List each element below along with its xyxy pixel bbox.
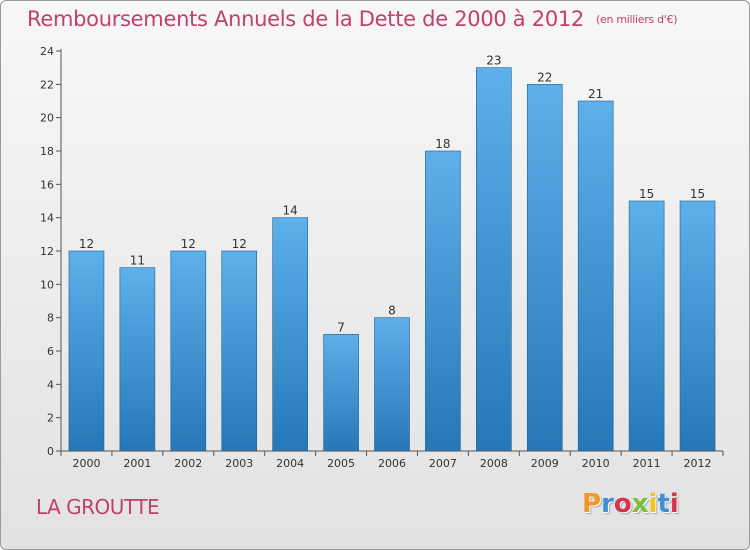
- bar-2007: [425, 150, 461, 452]
- bar-2003: [221, 250, 258, 452]
- y-tick-label: 22: [40, 78, 54, 91]
- bar-2011: [628, 200, 665, 452]
- y-tick-label: 6: [47, 345, 54, 358]
- y-tick-label: 2: [47, 412, 54, 425]
- bar-value-label: 12: [181, 237, 196, 251]
- bar-2006: [374, 317, 410, 452]
- logo-letter: P: [582, 489, 602, 519]
- chart-unit: (en milliers d'€): [596, 13, 678, 26]
- bar-value-label: 7: [337, 320, 345, 334]
- bar-2000: [68, 250, 105, 452]
- bar-2008: [476, 67, 512, 452]
- bar-value-label: 18: [435, 137, 450, 151]
- logo-letter: i: [669, 489, 679, 519]
- bar-2005: [323, 334, 359, 452]
- bar-value-label: 15: [639, 187, 654, 201]
- bar-value-label: 8: [388, 304, 396, 318]
- x-tick-label: 2002: [174, 457, 202, 470]
- bar-value-label: 12: [232, 237, 247, 251]
- bar-value-label: 11: [130, 254, 145, 268]
- y-tick-label: 12: [40, 245, 54, 258]
- bar-2009: [526, 84, 563, 452]
- x-tick-label: 2003: [225, 457, 253, 470]
- bar-2012: [679, 200, 716, 452]
- bar-value-label: 12: [79, 237, 94, 251]
- logo-letter: i: [648, 489, 658, 519]
- y-tick-label: 20: [40, 112, 54, 125]
- logo-letter: r: [601, 489, 614, 519]
- bar-2002: [170, 250, 207, 452]
- x-tick-label: 2007: [429, 457, 457, 470]
- chart-title-text: Remboursements Annuels de la Dette de 20…: [27, 7, 584, 31]
- x-axis: 2000 2001 2002 2003 2004 2005 2006 2007 2008 2009…: [60, 450, 724, 470]
- x-tick-label: 2000: [72, 457, 100, 470]
- x-tick-label: 2006: [378, 457, 406, 470]
- chart-title: Remboursements Annuels de la Dette de 20…: [27, 7, 677, 31]
- proxiti-logo: Proxiti: [582, 489, 679, 519]
- y-tick-label: 8: [47, 312, 54, 325]
- logo-letter: t: [657, 489, 670, 519]
- logo-letter: x: [631, 489, 649, 519]
- x-tick-label: 2009: [531, 457, 559, 470]
- y-tick-label: 4: [47, 378, 54, 391]
- x-tick-label: 2008: [480, 457, 508, 470]
- bar-value-label: 15: [690, 187, 705, 201]
- bar-2001: [119, 267, 156, 452]
- x-tick-label: 2011: [633, 457, 661, 470]
- bar-value-label: 22: [537, 70, 552, 84]
- bar-value-label: 14: [283, 204, 298, 218]
- y-tick-label: 18: [40, 145, 54, 158]
- y-tick-label: 0: [47, 445, 54, 458]
- bar-2004: [272, 217, 308, 452]
- x-tick-label: 2012: [684, 457, 712, 470]
- x-tick-label: 2005: [327, 457, 355, 470]
- y-tick-label: 24: [40, 45, 54, 58]
- y-tick-label: 14: [40, 212, 54, 225]
- x-tick-label: 2004: [276, 457, 304, 470]
- x-tick-label: 2001: [123, 457, 151, 470]
- commune-name: LA GROUTTE: [36, 495, 160, 519]
- x-tick-label: 2010: [582, 457, 610, 470]
- bar-value-label: 23: [486, 54, 501, 68]
- bars: 12 11 12 12 14 7 8 18 23 22 21 15 15: [68, 54, 716, 452]
- y-tick-label: 10: [40, 278, 54, 291]
- logo-letter: o: [613, 489, 632, 519]
- bar-2010: [577, 100, 614, 452]
- bar-value-label: 21: [588, 87, 603, 101]
- y-tick-label: 16: [40, 178, 54, 191]
